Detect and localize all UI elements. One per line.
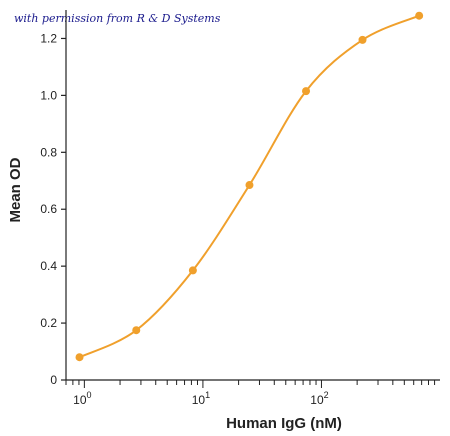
data-point [132, 326, 141, 335]
y-tick-label: 0.2 [40, 316, 57, 330]
data-point [75, 353, 84, 362]
x-tick-label: 100 [73, 390, 91, 407]
tick-labels: 0 0.2 0.4 0.6 0.8 1.0 1.2 100 101 102 [40, 31, 328, 407]
data-point [245, 181, 254, 190]
x-tick-label: 102 [310, 390, 328, 407]
y-tick-label: 0.6 [40, 202, 57, 216]
data-point [188, 266, 197, 275]
x-axis-title: Human IgG (nM) [226, 415, 342, 432]
y-tick-label: 1.0 [40, 88, 57, 102]
data-points [75, 11, 424, 362]
y-tick-label: 0 [50, 373, 57, 387]
y-tick-label: 1.2 [40, 31, 57, 45]
permission-note: with permission from R & D Systems [14, 12, 221, 25]
y-tick-label: 0.8 [40, 145, 57, 159]
x-tick-label: 101 [192, 390, 210, 407]
y-tick-label: 0.4 [40, 259, 57, 273]
axes [61, 10, 440, 388]
data-point [302, 87, 311, 96]
y-axis-title: Mean OD [7, 157, 24, 222]
data-point [415, 11, 424, 20]
data-point [358, 35, 367, 44]
